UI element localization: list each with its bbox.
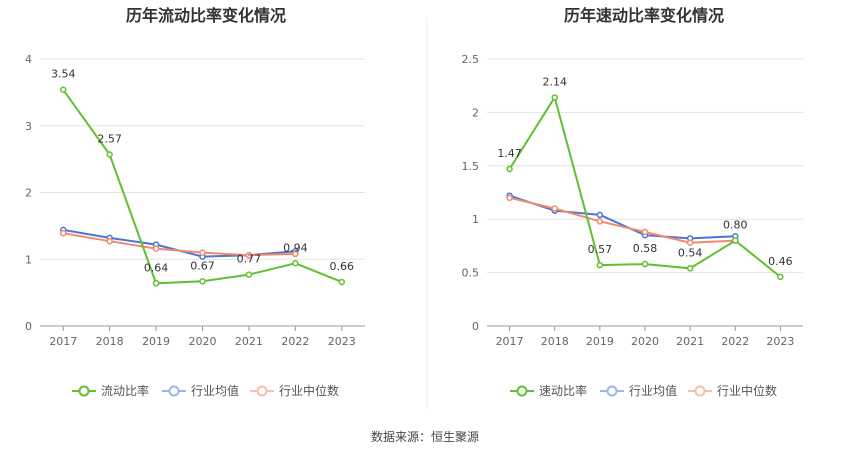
- left-legend-median-label: 行业中位数: [279, 383, 339, 398]
- left-x-tick-label: 2021: [235, 335, 263, 348]
- right-point-ratio: [732, 237, 739, 244]
- right-y-tick-label: 0: [472, 320, 479, 333]
- left-legend-item-median[interactable]: 行业中位数: [250, 383, 339, 398]
- left-series-line-median: [63, 232, 296, 257]
- right-legend-mean-label: 行业均值: [629, 383, 677, 398]
- right-chart-title: 历年速动比率变化情况: [564, 6, 724, 25]
- left-point-median: [292, 250, 299, 258]
- left-x-tick-label: 2023: [328, 335, 356, 348]
- left-x-tick-label: 2022: [281, 335, 309, 348]
- left-point-median: [59, 229, 67, 237]
- left-chart: 历年流动比率变化情况 0 1 2 3 4 2017 2018 2019 2020 2021 2022…: [25, 6, 365, 398]
- left-legend-ratio-marker: [78, 385, 90, 397]
- right-legend-mean-marker: [606, 385, 618, 397]
- right-y-tick-label: 0.5: [462, 267, 480, 280]
- left-point-ratio: [106, 151, 113, 158]
- right-x-tick-label: 2019: [586, 335, 614, 348]
- left-data-label: 0.66: [330, 260, 355, 273]
- right-legend-median-label: 行业中位数: [717, 383, 777, 398]
- right-x-tick-label: 2020: [631, 335, 659, 348]
- right-plot-area: 0 0.5 1 1.5 2 2.5 2017 2018 2019 2020 2021 2022 2023…: [462, 53, 803, 348]
- left-point-median: [106, 237, 113, 245]
- right-data-label: 0.46: [768, 255, 793, 268]
- left-point-median: [199, 249, 206, 256]
- source-note: 数据来源：恒生聚源: [370, 430, 479, 444]
- right-data-label: 0.54: [678, 246, 703, 259]
- left-x-tick-label: 2018: [96, 335, 124, 348]
- right-legend-item-median[interactable]: 行业中位数: [688, 383, 777, 398]
- left-point-ratio: [199, 278, 206, 285]
- left-legend: 流动比率 行业均值 行业中位数: [72, 383, 339, 398]
- right-x-tick-label: 2018: [541, 335, 569, 348]
- right-point-ratio: [596, 261, 604, 269]
- right-x-tick-label: 2021: [676, 335, 704, 348]
- right-y-tick-label: 2: [472, 106, 479, 119]
- left-data-label: 0.77: [237, 253, 262, 266]
- left-data-label: 3.54: [51, 68, 76, 81]
- right-point-ratio: [506, 165, 513, 173]
- left-y-tick-label: 2: [25, 187, 32, 200]
- right-legend-ratio-marker: [516, 385, 528, 397]
- left-point-ratio: [338, 278, 346, 286]
- left-x-tick-label: 2017: [49, 335, 77, 348]
- left-point-ratio: [245, 271, 253, 278]
- right-x-tick-label: 2017: [496, 335, 524, 348]
- right-data-label: 0.80: [723, 219, 748, 232]
- right-point-median: [596, 218, 604, 225]
- left-point-ratio: [292, 260, 299, 267]
- left-point-ratio: [59, 86, 67, 93]
- right-legend-median-marker: [694, 385, 706, 397]
- right-series-line-median: [509, 196, 736, 244]
- left-y-tick-label: 3: [25, 120, 32, 133]
- right-point-ratio: [551, 94, 558, 101]
- left-point-median: [152, 245, 160, 252]
- left-legend-item-mean[interactable]: 行业均值: [162, 383, 239, 398]
- left-legend-median-marker: [256, 385, 268, 397]
- right-point-ratio: [641, 260, 649, 268]
- right-point-median: [551, 205, 558, 212]
- left-y-tick-label: 4: [25, 53, 32, 66]
- right-x-tick-label: 2023: [766, 335, 794, 348]
- right-data-label: 0.57: [588, 243, 613, 256]
- right-x-tick-label: 2022: [721, 335, 749, 348]
- left-legend-mean-marker: [168, 385, 180, 397]
- right-data-label: 0.58: [633, 242, 658, 255]
- left-data-label: 2.57: [97, 132, 122, 145]
- right-point-ratio: [777, 273, 784, 281]
- right-series-line-mean: [509, 194, 736, 240]
- right-point-median: [506, 194, 513, 202]
- right-point-mean: [596, 211, 604, 219]
- left-x-tick-label: 2020: [189, 335, 217, 348]
- left-chart-title: 历年流动比率变化情况: [126, 6, 286, 25]
- right-legend: 速动比率 行业均值 行业中位数: [510, 383, 777, 398]
- left-y-tick-label: 0: [25, 320, 32, 333]
- right-y-tick-label: 1.5: [462, 160, 480, 173]
- left-x-tick-label: 2019: [142, 335, 170, 348]
- left-legend-mean-label: 行业均值: [191, 383, 239, 398]
- left-legend-item-ratio[interactable]: 流动比率: [72, 383, 149, 398]
- right-point-median: [686, 239, 694, 246]
- right-y-tick-label: 2.5: [462, 53, 480, 66]
- left-data-label: 0.64: [144, 261, 169, 274]
- right-data-label: 1.47: [497, 147, 522, 160]
- left-point-ratio: [152, 280, 160, 287]
- left-point-median: [245, 251, 253, 259]
- left-plot-area: 0 1 2 3 4 2017 2018 2019 2020 2021 2022 2023 3.54 2.5…: [25, 53, 365, 348]
- left-data-label: 0.94: [283, 241, 308, 254]
- right-y-tick-label: 1: [472, 213, 479, 226]
- right-chart: 历年速动比率变化情况 0 0.5 1 1.5 2 2.5 2017 2018 2019 2020 2…: [462, 6, 803, 398]
- right-point-median: [641, 228, 649, 236]
- right-legend-item-ratio[interactable]: 速动比率: [510, 383, 587, 398]
- left-data-label: 0.67: [190, 259, 215, 272]
- right-point-ratio: [686, 265, 694, 272]
- left-legend-ratio-label: 流动比率: [101, 383, 149, 398]
- right-data-label: 2.14: [542, 75, 567, 88]
- left-y-tick-label: 1: [25, 253, 32, 266]
- right-legend-item-mean[interactable]: 行业均值: [600, 383, 677, 398]
- right-legend-ratio-label: 速动比率: [539, 383, 587, 398]
